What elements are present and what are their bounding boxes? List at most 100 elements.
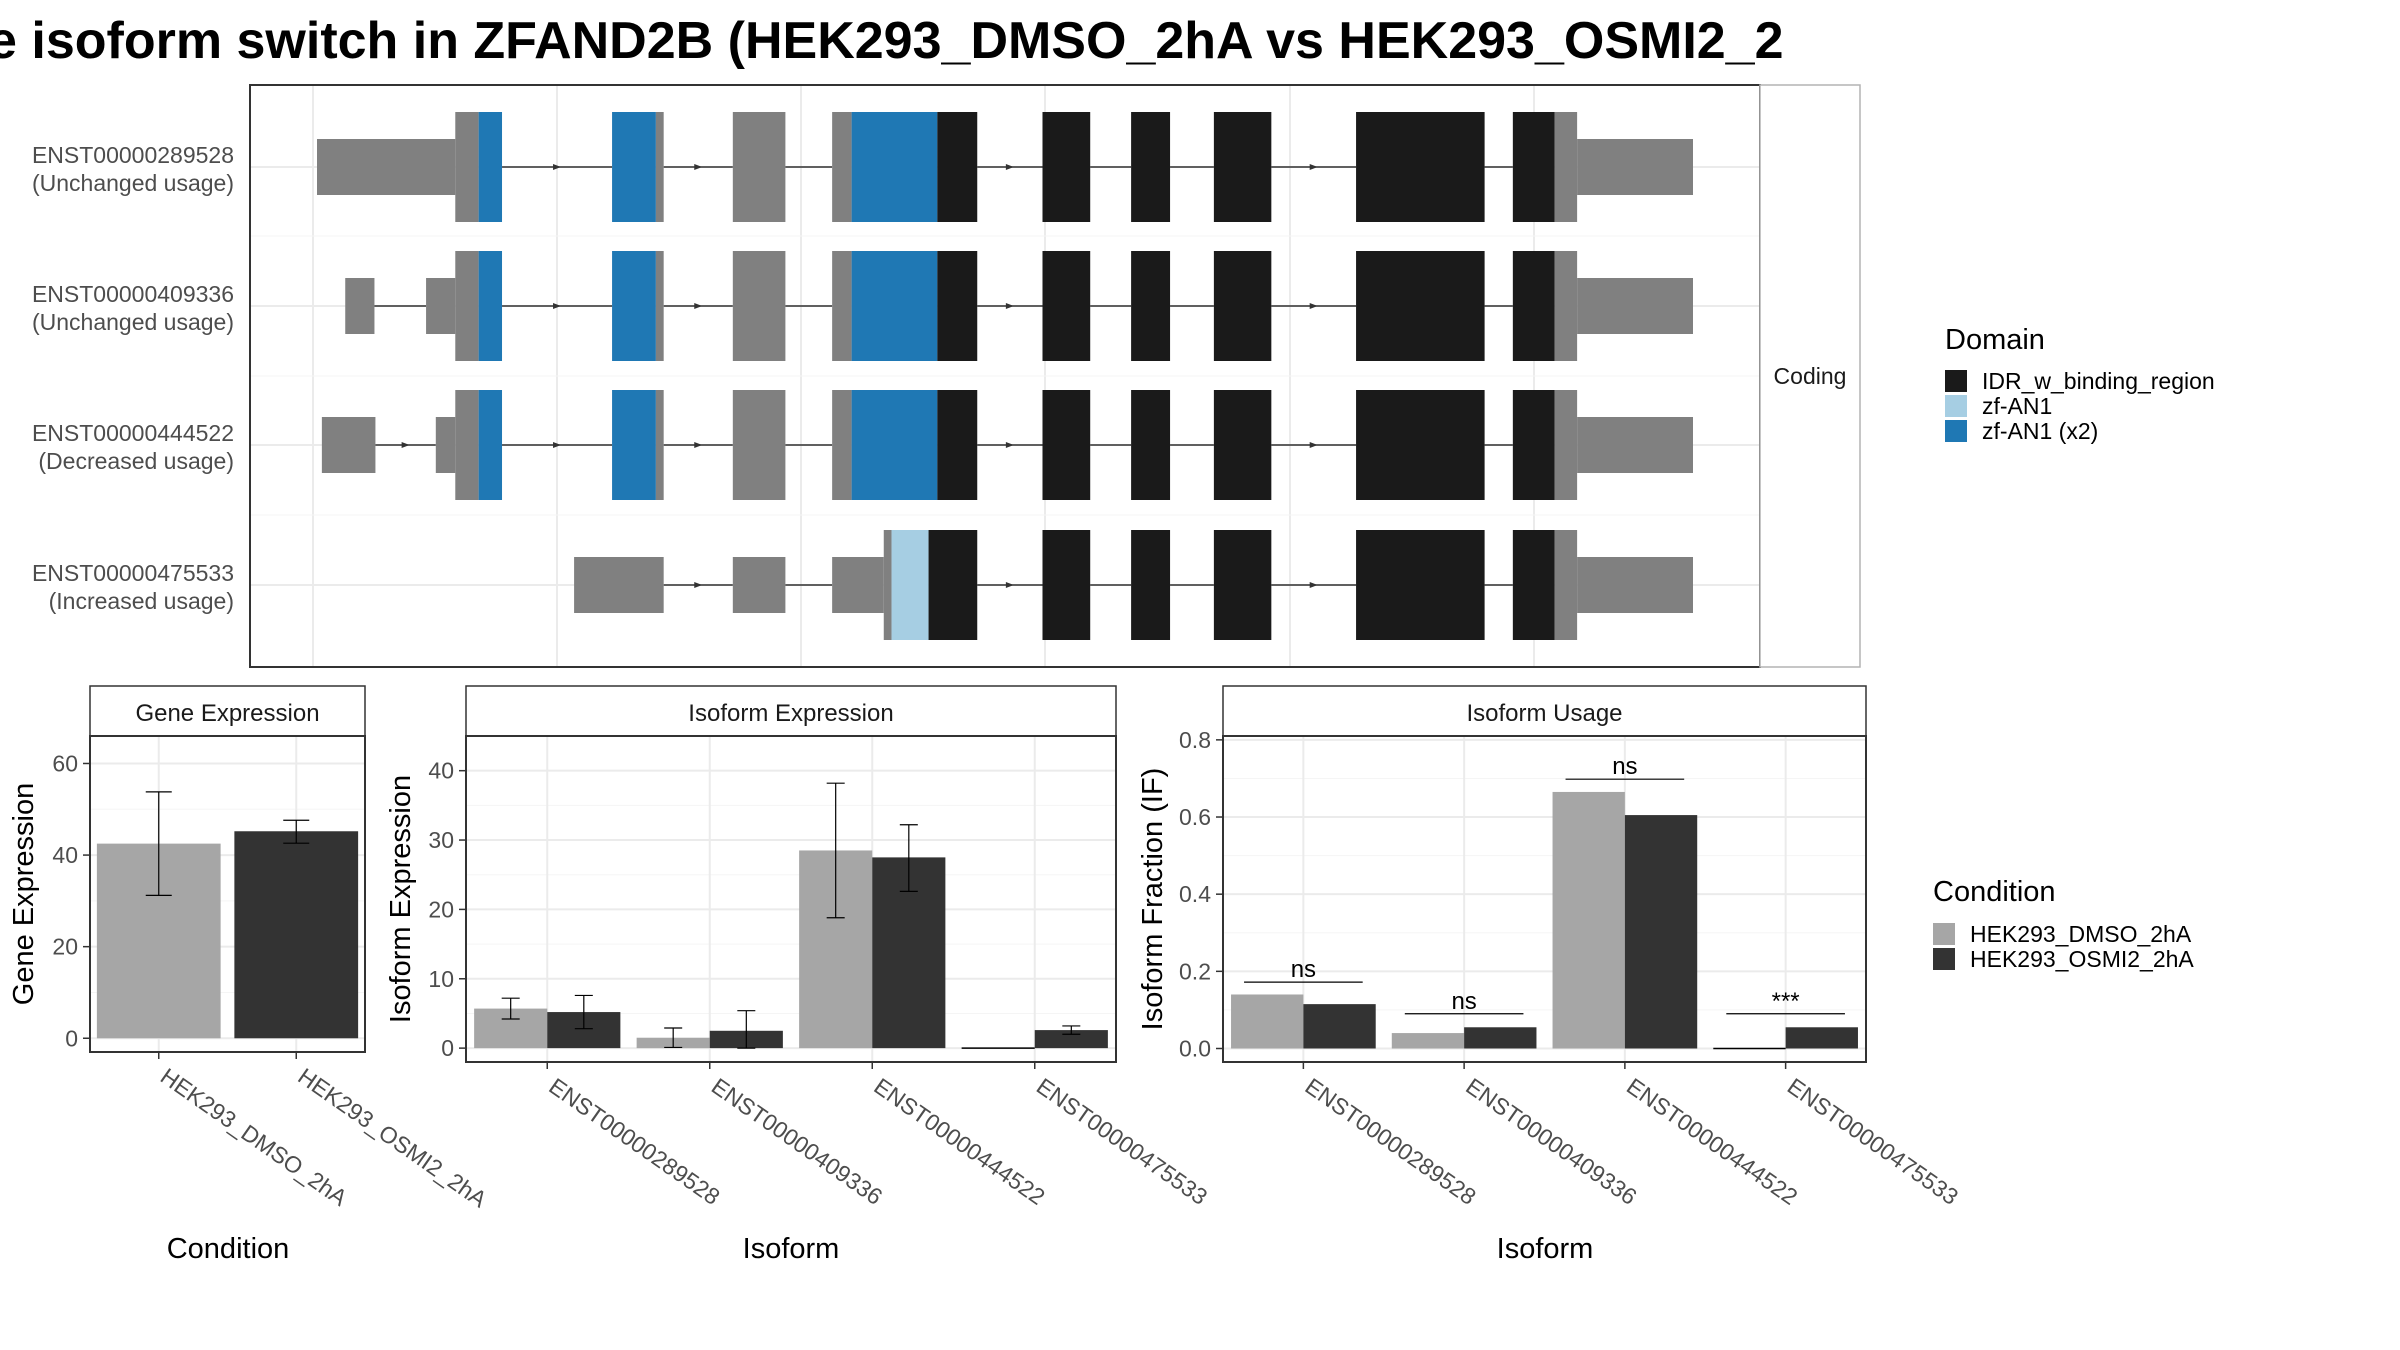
exon-utr [832, 557, 884, 613]
intron-direction-arrow [553, 303, 562, 309]
bar [1231, 994, 1304, 1049]
exon-idr [1213, 390, 1272, 500]
exon-idr [1356, 530, 1485, 640]
exon-utr [1577, 557, 1693, 613]
panel-strip [1222, 685, 1867, 737]
exon-utr [574, 557, 664, 613]
panel-border [1222, 735, 1867, 1063]
y-tick-label: 30 [428, 827, 454, 853]
intron-direction-arrow [553, 442, 562, 448]
x-axis-label: Isoform [1497, 1233, 1594, 1265]
intron-direction-arrow [1309, 442, 1318, 448]
intron-direction-arrow [1005, 582, 1014, 588]
x-tick-label: ENST00000475533 [1783, 1073, 1963, 1210]
exon-idr [1131, 112, 1171, 222]
exon-utr [732, 251, 786, 361]
y-tick-label: 20 [52, 934, 78, 960]
y-tick-label: 10 [428, 966, 454, 992]
panel-border [89, 735, 366, 1053]
exon-utr [1554, 530, 1578, 640]
exon-utr [1577, 278, 1693, 334]
exon-zfan1x2 [851, 390, 938, 500]
exon-utr [1577, 139, 1693, 195]
x-axis-label: Isoform [743, 1233, 840, 1265]
exon-idr [1042, 112, 1091, 222]
exon-idr [1131, 530, 1171, 640]
x-axis-label: Condition [167, 1233, 290, 1265]
domain-legend-label: zf-AN1 [1982, 393, 2052, 419]
y-axis-label: Isoform Fraction (IF) [1137, 768, 1169, 1031]
transcript-usage-label: (Unchanged usage) [32, 170, 234, 196]
exon-idr [1131, 390, 1171, 500]
y-tick-label: 60 [52, 750, 78, 776]
exon-utr [832, 390, 852, 500]
exon-idr [937, 390, 978, 500]
x-tick-label: ENST00000444522 [1622, 1073, 1802, 1210]
exon-zfan1x2 [612, 112, 656, 222]
bar [1034, 1030, 1108, 1049]
exon-idr [1213, 251, 1272, 361]
exon-idr [1356, 251, 1485, 361]
y-tick-label: 0.6 [1179, 804, 1211, 830]
intron-direction-arrow [1005, 164, 1014, 170]
intron-direction-arrow [553, 164, 562, 170]
exon-zfan1x2 [478, 390, 503, 500]
intron-direction-arrow [694, 442, 703, 448]
x-tick-label: ENST00000409336 [1461, 1073, 1641, 1210]
exon-idr [1213, 112, 1272, 222]
exon-utr [455, 390, 479, 500]
transcript-id-label: ENST00000475533 [32, 560, 234, 586]
y-tick-label: 0 [65, 1025, 78, 1051]
exon-idr [1512, 112, 1555, 222]
significance-label: ns [1612, 753, 1637, 780]
exon-utr [732, 112, 786, 222]
x-tick-label: ENST00000475533 [1032, 1073, 1212, 1210]
exon-utr [435, 417, 456, 473]
exon-utr [1554, 112, 1578, 222]
y-tick-label: 0.0 [1179, 1035, 1211, 1061]
exon-utr [455, 112, 479, 222]
y-tick-label: 0 [441, 1035, 454, 1061]
intron-direction-arrow [401, 442, 410, 448]
exon-utr [345, 278, 375, 334]
exon-idr [1356, 390, 1485, 500]
exon-zfan1x2 [478, 251, 503, 361]
exon-idr [937, 251, 978, 361]
intron-direction-arrow [1309, 582, 1318, 588]
panel-strip [465, 685, 1117, 737]
transcript-structure-panel: ENST00000289528(Unchanged usage)ENST0000… [32, 84, 1861, 668]
x-tick-label: ENST00000409336 [707, 1073, 887, 1210]
exon-utr [883, 530, 892, 640]
domain-legend-label: IDR_w_binding_region [1982, 368, 2215, 394]
y-tick-label: 0.2 [1179, 958, 1211, 984]
exon-idr [928, 530, 978, 640]
condition-legend-key [1933, 948, 1955, 970]
facet-strip [1759, 84, 1861, 668]
condition-legend-label: HEK293_OSMI2_2hA [1970, 946, 2194, 972]
expression-panels: Gene Expression0204060HEK293_DMSO_2hAHEK… [8, 685, 1963, 1265]
exon-zfan1x2 [851, 112, 938, 222]
exon-utr [1554, 390, 1578, 500]
exon-idr [1131, 251, 1171, 361]
exon-idr [1512, 530, 1555, 640]
exon-utr [426, 278, 456, 334]
intron-direction-arrow [1309, 164, 1318, 170]
x-tick-label: ENST00000289528 [1301, 1073, 1481, 1210]
panel-title: Isoform Usage [1466, 700, 1622, 727]
domain-legend-key [1945, 370, 1967, 392]
exon-zfan1x2 [851, 251, 938, 361]
exon-idr [1512, 251, 1555, 361]
exon-idr [1042, 530, 1091, 640]
panel-strip [89, 685, 366, 737]
transcript-usage-label: (Unchanged usage) [32, 309, 234, 335]
significance-label: ns [1451, 988, 1476, 1015]
transcript-id-label: ENST00000289528 [32, 142, 234, 168]
panel-title: Isoform Expression [688, 700, 893, 727]
exon-utr [455, 251, 479, 361]
y-tick-label: 0.4 [1179, 881, 1211, 907]
y-tick-label: 40 [428, 758, 454, 784]
exon-utr [655, 251, 664, 361]
condition-legend-label: HEK293_DMSO_2hA [1970, 921, 2192, 947]
bar [1785, 1027, 1858, 1049]
bar [1552, 791, 1625, 1049]
